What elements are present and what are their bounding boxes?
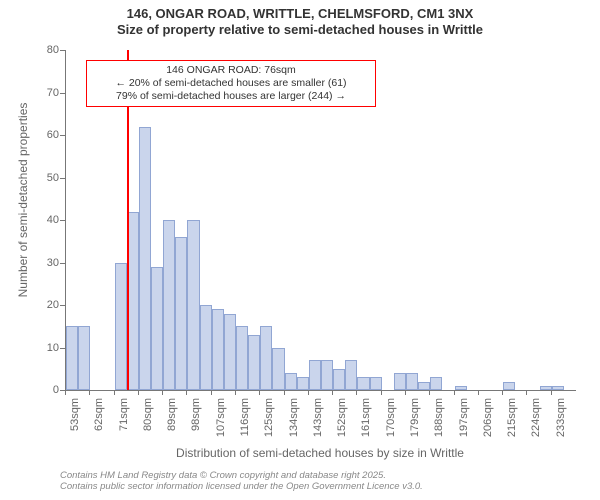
- x-tick-label: 224sqm: [530, 398, 542, 442]
- x-tick-label: 134sqm: [288, 398, 300, 442]
- x-tick-label: 116sqm: [239, 398, 251, 442]
- x-tick-label: 98sqm: [190, 398, 202, 442]
- x-tick-label: 161sqm: [360, 398, 372, 442]
- histogram-bar: [552, 386, 564, 390]
- y-tick-label: 70: [23, 87, 59, 99]
- plot-area: 146 ONGAR ROAD: 76sqm← 20% of semi-detac…: [65, 50, 576, 391]
- histogram-bar: [272, 348, 284, 391]
- annotation-line-2: ← 20% of semi-detached houses are smalle…: [93, 77, 369, 90]
- x-tick-label: 71sqm: [118, 398, 130, 442]
- x-tick-label: 53sqm: [69, 398, 81, 442]
- x-tick-label: 197sqm: [458, 398, 470, 442]
- y-tick-label: 0: [23, 384, 59, 396]
- histogram-bar: [66, 326, 78, 390]
- annotation-line-1: 146 ONGAR ROAD: 76sqm: [93, 64, 369, 77]
- title-line-1: 146, ONGAR ROAD, WRITTLE, CHELMSFORD, CM…: [0, 6, 600, 22]
- chart-container: 146, ONGAR ROAD, WRITTLE, CHELMSFORD, CM…: [0, 0, 600, 500]
- chart-title: 146, ONGAR ROAD, WRITTLE, CHELMSFORD, CM…: [0, 0, 600, 39]
- histogram-bar: [139, 127, 151, 391]
- y-tick-label: 80: [23, 44, 59, 56]
- y-tick-label: 20: [23, 299, 59, 311]
- x-tick-label: 215sqm: [506, 398, 518, 442]
- histogram-bar: [260, 326, 272, 390]
- histogram-bar: [285, 373, 297, 390]
- histogram-bar: [248, 335, 260, 390]
- y-tick-label: 50: [23, 172, 59, 184]
- histogram-bar: [430, 377, 442, 390]
- annotation-box: 146 ONGAR ROAD: 76sqm← 20% of semi-detac…: [86, 60, 376, 107]
- y-tick-label: 60: [23, 129, 59, 141]
- histogram-bar: [503, 382, 515, 391]
- histogram-bar: [163, 220, 175, 390]
- footer-line-1: Contains HM Land Registry data © Crown c…: [60, 470, 423, 481]
- histogram-bar: [309, 360, 321, 390]
- histogram-bar: [394, 373, 406, 390]
- histogram-bar: [115, 263, 127, 391]
- histogram-bar: [333, 369, 345, 390]
- x-tick-label: 206sqm: [482, 398, 494, 442]
- x-tick-label: 89sqm: [166, 398, 178, 442]
- histogram-bar: [370, 377, 382, 390]
- x-tick-label: 143sqm: [312, 398, 324, 442]
- histogram-bar: [200, 305, 212, 390]
- histogram-bar: [406, 373, 418, 390]
- x-tick-label: 188sqm: [433, 398, 445, 442]
- footer-attribution: Contains HM Land Registry data © Crown c…: [60, 470, 423, 492]
- histogram-bar: [297, 377, 309, 390]
- x-tick-label: 80sqm: [142, 398, 154, 442]
- footer-line-2: Contains public sector information licen…: [60, 481, 423, 492]
- x-tick-label: 125sqm: [263, 398, 275, 442]
- histogram-bar: [212, 309, 224, 390]
- y-tick-label: 10: [23, 342, 59, 354]
- histogram-bar: [175, 237, 187, 390]
- histogram-bar: [236, 326, 248, 390]
- x-tick-label: 62sqm: [93, 398, 105, 442]
- x-axis-label: Distribution of semi-detached houses by …: [65, 446, 575, 460]
- y-tick-label: 40: [23, 214, 59, 226]
- histogram-bar: [78, 326, 90, 390]
- histogram-bar: [187, 220, 199, 390]
- x-tick-label: 179sqm: [409, 398, 421, 442]
- x-tick-label: 152sqm: [336, 398, 348, 442]
- histogram-bar: [224, 314, 236, 391]
- histogram-bar: [151, 267, 163, 390]
- title-line-2: Size of property relative to semi-detach…: [0, 22, 600, 38]
- histogram-bar: [357, 377, 369, 390]
- histogram-bar: [345, 360, 357, 390]
- x-tick-label: 107sqm: [215, 398, 227, 442]
- x-tick-label: 170sqm: [385, 398, 397, 442]
- histogram-bar: [455, 386, 467, 390]
- y-axis-label: Number of semi-detached properties: [16, 70, 30, 330]
- y-tick-label: 30: [23, 257, 59, 269]
- x-tick-label: 233sqm: [555, 398, 567, 442]
- histogram-bar: [418, 382, 430, 391]
- histogram-bar: [321, 360, 333, 390]
- annotation-line-3: 79% of semi-detached houses are larger (…: [93, 90, 369, 103]
